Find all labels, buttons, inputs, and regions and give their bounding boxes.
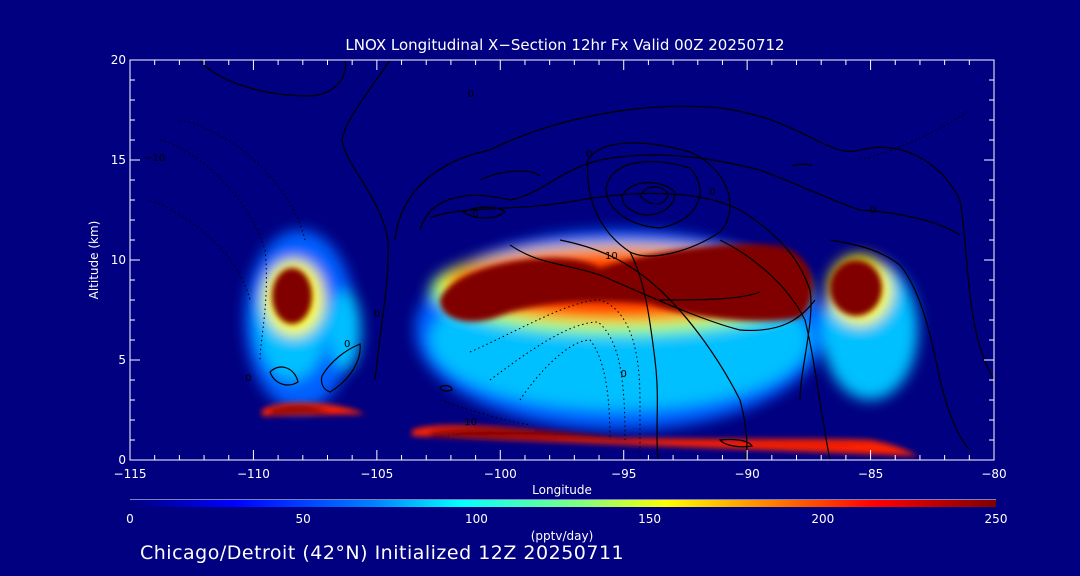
contour-line-negative (179, 119, 306, 241)
contour-line (320, 343, 361, 393)
contour-line (269, 366, 299, 386)
contour-label: 10 (605, 251, 618, 262)
colorbar-tick-label: 150 (638, 512, 661, 526)
y-axis-label: Altitude (km) (87, 221, 101, 300)
contour-line (439, 384, 453, 392)
x-tick-label: −105 (360, 467, 393, 481)
contour-line-negative (149, 199, 251, 301)
colorbar-ticks: 0 50 100 150 200 250 (126, 512, 1007, 526)
contour-line (621, 182, 676, 216)
contour-line (659, 291, 761, 301)
contour-line (629, 251, 659, 460)
lnox-heatmap (245, 230, 918, 456)
chart-title: LNOX Longitudinal X−Section 12hr Fx Vali… (345, 36, 784, 54)
colorbar-tick-label: 200 (811, 512, 834, 526)
contour-label: 10 (464, 417, 477, 428)
contour-line (199, 60, 347, 97)
x-axis-label: Longitude (532, 483, 592, 497)
y-tick-label: 15 (111, 153, 126, 167)
contour-label: 0 (709, 187, 715, 198)
x-tick-label: −100 (484, 467, 517, 481)
x-tick-label: −115 (114, 467, 147, 481)
contour-line (718, 438, 753, 448)
contour-label: 0 (245, 373, 251, 384)
x-tick-label: −90 (734, 467, 759, 481)
contour-labels: 0 0 0 0 0 0 0 0 0 10 10 −10 (144, 89, 876, 428)
contour-line (639, 186, 669, 205)
contour-label: 0 (472, 209, 478, 220)
x-tick-label: −85 (858, 467, 883, 481)
contour-line (605, 161, 701, 229)
contour-line (587, 142, 731, 257)
contour-label: 0 (621, 369, 627, 380)
contour-line (341, 60, 391, 381)
footer-caption: Chicago/Detroit (42°N) Initialized 12Z 2… (140, 542, 625, 564)
contour-line-negative (469, 299, 641, 460)
contour-line (719, 239, 831, 460)
contour-line (829, 239, 971, 451)
heat-core-main (440, 243, 813, 322)
x-tick-label: −95 (611, 467, 636, 481)
contour-line (419, 154, 961, 236)
contour-label: 0 (870, 205, 876, 216)
colorbar-label: (pptv/day) (531, 529, 594, 543)
contour-line-negative (439, 399, 531, 426)
contour-label: 0 (586, 149, 592, 160)
colorbar-tick-label: 250 (985, 512, 1008, 526)
contour-label: 0 (374, 309, 380, 320)
contour-label: −10 (144, 153, 165, 164)
contour-line (394, 105, 994, 381)
contour-line (559, 239, 748, 460)
y-tick-label: 5 (118, 353, 126, 367)
contour-lines (149, 60, 994, 460)
colorbar-tick-label: 0 (126, 512, 134, 526)
contour-line (461, 206, 506, 219)
heat-surface-core-west (270, 405, 330, 414)
x-tick-label: −80 (981, 467, 1006, 481)
x-tick-label: −110 (237, 467, 270, 481)
y-tick-label: 20 (111, 53, 126, 67)
heat-blob-cyan-small (329, 290, 361, 370)
contour-line (479, 170, 541, 181)
contour-line-negative (489, 321, 626, 441)
contour-line-negative (859, 109, 971, 161)
y-axis: 0 5 10 15 20 (111, 53, 994, 467)
heat-core-west (272, 268, 312, 324)
y-tick-label: 0 (118, 453, 126, 467)
colorbar-tick-label: 50 (296, 512, 311, 526)
x-axis: −115 −110 −105 −100 −95 −90 −85 −80 (114, 60, 1007, 481)
colorbar-tick-label: 100 (465, 512, 488, 526)
contour-line-negative (519, 339, 611, 441)
contour-line (791, 163, 813, 167)
y-tick-label: 10 (111, 253, 126, 267)
contour-line (509, 244, 816, 332)
heat-core-east (830, 260, 882, 316)
heat-surface-core-east (430, 428, 880, 446)
contour-label: 0 (467, 89, 473, 100)
contour-label: 0 (344, 339, 350, 350)
colorbar (130, 500, 996, 507)
